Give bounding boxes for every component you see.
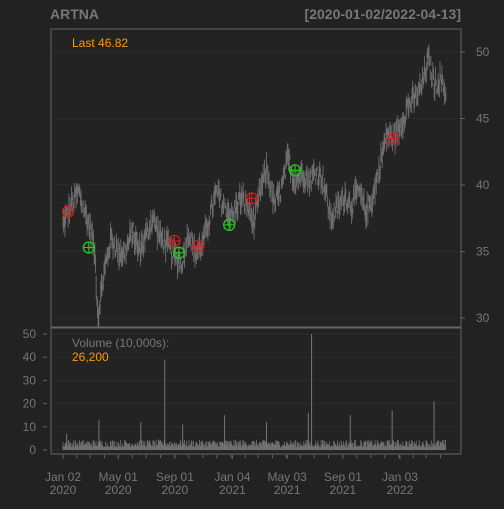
volume-panel-frame [50,327,462,455]
sell-marker [387,132,400,145]
volume-tick-label: 20 [23,397,37,411]
x-tick-label: Sep 01 [156,470,194,484]
trade-markers [61,132,400,259]
sell-marker [192,240,205,253]
sell-marker [168,234,181,248]
volume-label: Volume (10,000s): [72,336,169,350]
x-tick-year-label: 2022 [387,483,414,497]
price-tick-label: 40 [476,178,490,192]
price-panel: 30 35 40 45 50 Last 46.82 [50,28,490,332]
buy-marker [288,164,302,177]
x-tick-year-label: 2020 [105,483,132,497]
x-tick-label: May 01 [99,470,139,484]
price-series [62,44,447,332]
volume-y-axis: 0 10 20 30 40 50 [23,327,47,457]
x-tick-year-label: 2021 [219,483,246,497]
volume-tick-label: 30 [23,373,37,387]
buy-marker [223,218,236,232]
x-tick-label: Sep 01 [324,470,362,484]
x-tick-label: Jan 03 [382,470,418,484]
price-tick-label: 50 [476,45,490,59]
chart-title: ARTNA [50,6,99,22]
price-tick-label: 45 [476,112,490,126]
sell-marker [61,205,75,218]
volume-tick-label: 10 [23,420,37,434]
x-tick-year-label: 2021 [330,483,357,497]
volume-last-value: 26,200 [72,350,109,364]
buy-marker [172,246,186,259]
buy-marker [82,241,95,254]
volume-tick-label: 40 [23,350,37,364]
sell-marker [245,192,258,205]
volume-tick-label: 50 [23,327,37,341]
x-tick-year-label: 2020 [50,483,77,497]
x-tick-label: Jan 04 [214,470,250,484]
x-tick-label: May 03 [268,470,308,484]
price-panel-frame [50,28,462,328]
price-tick-label: 30 [476,311,490,325]
price-tick-label: 35 [476,245,490,259]
x-tick-year-label: 2021 [274,483,301,497]
volume-panel: 0 10 20 30 40 50 Volume (10,000s): 26,200 [23,327,462,457]
volume-series [62,334,446,450]
last-price-label: Last 46.82 [72,36,128,50]
price-y-axis: 30 35 40 45 50 [461,45,490,325]
chart-date-range: [2020-01-02/2022-04-13] [305,6,461,22]
x-tick-year-label: 2020 [162,483,189,497]
volume-tick-label: 0 [29,443,36,457]
x-tick-label: Jan 02 [45,470,81,484]
